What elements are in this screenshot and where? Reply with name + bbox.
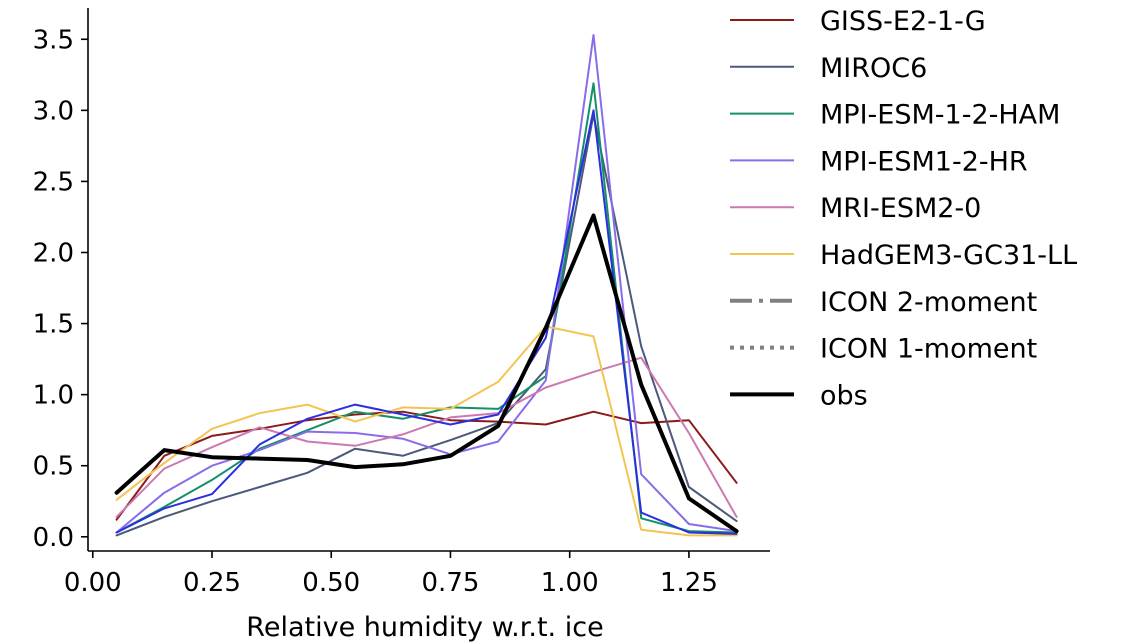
y-tick-label: 1.5 bbox=[33, 310, 74, 340]
series-line-mpi-esm-1-2-ham bbox=[115, 82, 738, 534]
series-lines bbox=[114, 34, 739, 537]
legend-label: obs bbox=[820, 380, 868, 411]
y-tick-label: 2.0 bbox=[33, 238, 74, 268]
legend-label: ICON 1-moment bbox=[820, 334, 1037, 365]
x-tick-label: 0.00 bbox=[64, 568, 122, 598]
series-line-miroc6 bbox=[115, 113, 738, 537]
y-tick-label: 3.5 bbox=[33, 25, 74, 55]
series-line-mpi-esm1-2-hr bbox=[115, 34, 738, 534]
x-axis-label: Relative humidity w.r.t. ice bbox=[246, 612, 603, 643]
x-tick-label: 1.25 bbox=[660, 568, 718, 598]
x-tick-label: 0.50 bbox=[302, 568, 360, 598]
plot-area: 0.0 0.5 1.0 1.5 2.0 2.5 3.0 3.5 0.00 0.25 0.50 0.7… bbox=[33, 8, 770, 598]
legend-label: MIROC6 bbox=[820, 53, 927, 84]
series-line-giss-e2-1-g bbox=[115, 410, 738, 521]
legend-label: MPI-ESM1-2-HR bbox=[820, 146, 1028, 177]
y-tick-label: 3.0 bbox=[33, 96, 74, 126]
series-line-hadgem3-gc31-ll bbox=[115, 325, 738, 537]
x-tick-label: 1.00 bbox=[541, 568, 599, 598]
legend-label: ICON 2-moment bbox=[820, 287, 1037, 318]
y-tick-label: 0.5 bbox=[33, 452, 74, 482]
legend: GISS-E2-1-G MIROC6 MPI-ESM-1-2-HAM MPI-ESM1… bbox=[730, 6, 1077, 411]
legend-label: MRI-ESM2-0 bbox=[820, 193, 981, 224]
series-line-unlabeled bbox=[115, 109, 738, 535]
y-tick-label: 1.0 bbox=[33, 381, 74, 411]
series-line-obs bbox=[114, 213, 739, 534]
legend-label: MPI-ESM-1-2-HAM bbox=[820, 100, 1060, 131]
legend-label: HadGEM3-GC31-LL bbox=[820, 240, 1077, 271]
y-tick-label: 0.0 bbox=[33, 523, 74, 553]
y-tick-label: 2.5 bbox=[33, 167, 74, 197]
x-ticks: 0.00 0.25 0.50 0.75 1.00 1.25 bbox=[64, 551, 718, 598]
y-ticks: 0.0 0.5 1.0 1.5 2.0 2.5 3.0 3.5 bbox=[33, 25, 88, 553]
legend-label: GISS-E2-1-G bbox=[820, 6, 986, 37]
x-tick-label: 0.25 bbox=[183, 568, 241, 598]
x-tick-label: 0.75 bbox=[422, 568, 480, 598]
